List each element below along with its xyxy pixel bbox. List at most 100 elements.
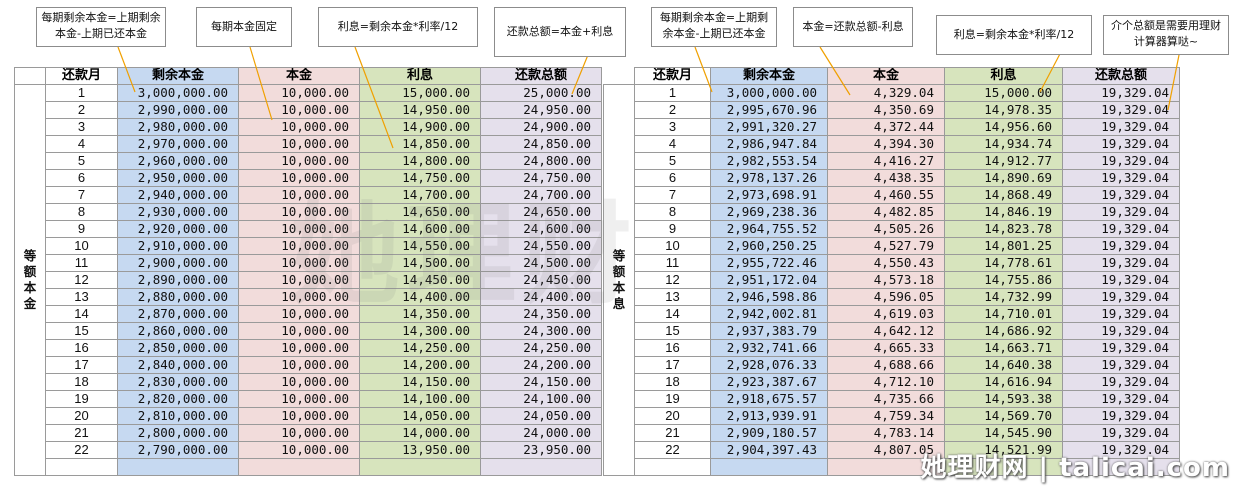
table-row: 16 2,850,000.00 10,000.00 14,250.00 24,250.0… — [15, 339, 602, 357]
cell-remaining: 2,960,250.25 — [710, 237, 828, 255]
cell-total: 24,650.00 — [480, 203, 602, 221]
table-row: 10 2,960,250.25 4,527.79 14,801.25 19,329.04 — [604, 237, 1180, 255]
cell-interest: 14,710.01 — [944, 305, 1063, 323]
cell-month: 14 — [634, 305, 711, 323]
cell-remaining: 2,820,000.00 — [117, 390, 239, 408]
cell-remaining: 3,000,000.00 — [710, 84, 828, 102]
cell-total: 19,329.04 — [1062, 322, 1180, 340]
table-row-partial — [604, 458, 1180, 476]
cell-remaining: 2,918,675.57 — [710, 390, 828, 408]
cell-interest: 15,000.00 — [944, 84, 1063, 102]
cell-principal: 4,783.14 — [827, 424, 945, 442]
cell-total: 19,329.04 — [1062, 84, 1180, 102]
note-fixed-principal: 每期本金固定 — [196, 7, 292, 47]
table-row: 22 2,790,000.00 10,000.00 13,950.00 23,950.0… — [15, 441, 602, 459]
table-row: 12 2,951,172.04 4,573.18 14,755.86 19,329.04 — [604, 271, 1180, 289]
cell-remaining: 3,000,000.00 — [117, 84, 239, 102]
cell-empty — [117, 458, 239, 476]
cell-total: 24,350.00 — [480, 305, 602, 323]
cell-interest: 14,663.71 — [944, 339, 1063, 357]
table-row: 8 2,969,238.36 4,482.85 14,846.19 19,329.04 — [604, 203, 1180, 221]
cell-remaining: 2,913,939.91 — [710, 407, 828, 425]
blank-header — [603, 67, 635, 85]
cell-total: 24,200.00 — [480, 356, 602, 374]
cell-remaining: 2,946,598.86 — [710, 288, 828, 306]
cell-month: 11 — [45, 254, 118, 272]
cell-month: 16 — [45, 339, 118, 357]
cell-interest: 15,000.00 — [359, 84, 481, 102]
cell-principal: 10,000.00 — [238, 373, 360, 391]
cell-interest: 14,616.94 — [944, 373, 1063, 391]
cell-principal: 10,000.00 — [238, 152, 360, 170]
cell-total: 19,329.04 — [1062, 356, 1180, 374]
header-month: 还款月 — [45, 67, 118, 85]
cell-empty — [238, 458, 360, 476]
background-watermark: 她理财 — [290, 191, 638, 319]
cell-total: 19,329.04 — [1062, 390, 1180, 408]
cell-month: 15 — [634, 322, 711, 340]
header-total: 还款总额 — [1062, 67, 1180, 85]
header-principal: 本金 — [827, 67, 945, 85]
table-row: 3 2,980,000.00 10,000.00 14,900.00 24,900.00 — [15, 118, 602, 136]
cell-principal: 4,735.66 — [827, 390, 945, 408]
cell-principal: 4,416.27 — [827, 152, 945, 170]
cell-month: 14 — [45, 305, 118, 323]
cell-interest: 14,950.00 — [359, 101, 481, 119]
cell-remaining: 2,850,000.00 — [117, 339, 239, 357]
table-row: 18 2,923,387.67 4,712.10 14,616.94 19,329.04 — [604, 373, 1180, 391]
cell-remaining: 2,986,947.84 — [710, 135, 828, 153]
cell-month: 13 — [634, 288, 711, 306]
cell-month: 3 — [634, 118, 711, 136]
cell-remaining: 2,960,000.00 — [117, 152, 239, 170]
cell-month: 16 — [634, 339, 711, 357]
cell-principal: 4,665.33 — [827, 339, 945, 357]
cell-remaining: 2,790,000.00 — [117, 441, 239, 459]
cell-remaining: 2,937,383.79 — [710, 322, 828, 340]
cell-interest: 14,978.35 — [944, 101, 1063, 119]
cell-principal: 4,329.04 — [827, 84, 945, 102]
table-row: 等额本金 1 3,000,000.00 10,000.00 15,000.00 25,00… — [14, 84, 602, 476]
table-row: 等额本息 1 3,000,000.00 4,329.04 15,000.00 19,329… — [603, 84, 1180, 476]
cell-month: 10 — [45, 237, 118, 255]
cell-remaining: 2,995,670.96 — [710, 101, 828, 119]
cell-empty — [710, 458, 828, 476]
cell-remaining: 2,890,000.00 — [117, 271, 239, 289]
table-row: 13 2,880,000.00 10,000.00 14,400.00 24,400.0… — [15, 288, 602, 306]
cell-total: 19,329.04 — [1062, 424, 1180, 442]
cell-total: 19,329.04 — [1062, 407, 1180, 425]
cell-total: 19,329.04 — [1062, 152, 1180, 170]
table-row: 4 2,986,947.84 4,394.30 14,934.74 19,329.04 — [604, 135, 1180, 153]
cell-month: 19 — [45, 390, 118, 408]
cell-interest: 14,823.78 — [944, 220, 1063, 238]
table-row: 3 2,991,320.27 4,372.44 14,956.60 19,329.04 — [604, 118, 1180, 136]
header-principal: 本金 — [238, 67, 360, 85]
cell-total: 24,250.00 — [480, 339, 602, 357]
cell-remaining: 2,942,002.81 — [710, 305, 828, 323]
cell-total: 24,400.00 — [480, 288, 602, 306]
cell-principal: 10,000.00 — [238, 220, 360, 238]
cell-interest: 14,100.00 — [359, 390, 481, 408]
cell-remaining: 2,909,180.57 — [710, 424, 828, 442]
blank-header — [14, 67, 46, 85]
table-row: 19 2,820,000.00 10,000.00 14,100.00 24,100.0… — [15, 390, 602, 408]
cell-month: 1 — [634, 84, 711, 102]
table-row: 12 2,890,000.00 10,000.00 14,450.00 24,450.0… — [15, 271, 602, 289]
table-row: 5 2,982,553.54 4,416.27 14,912.77 19,329.04 — [604, 152, 1180, 170]
cell-remaining: 2,810,000.00 — [117, 407, 239, 425]
cell-principal: 10,000.00 — [238, 203, 360, 221]
cell-interest: 14,450.00 — [359, 271, 481, 289]
cell-principal: 10,000.00 — [238, 322, 360, 340]
cell-interest: 14,050.00 — [359, 407, 481, 425]
table-row: 13 2,946,598.86 4,596.05 14,732.99 19,329.04 — [604, 288, 1180, 306]
cell-total: 19,329.04 — [1062, 118, 1180, 136]
cell-principal: 4,642.12 — [827, 322, 945, 340]
cell-remaining: 2,928,076.33 — [710, 356, 828, 374]
cell-principal: 4,394.30 — [827, 135, 945, 153]
note-remaining-right: 每期剩余本金=上期剩余本金-上期已还本金 — [651, 7, 777, 47]
cell-principal: 4,807.05 — [827, 441, 945, 459]
cell-total: 19,329.04 — [1062, 203, 1180, 221]
cell-month: 17 — [45, 356, 118, 374]
cell-total: 19,329.04 — [1062, 305, 1180, 323]
right-table-body: 等额本息 1 3,000,000.00 4,329.04 15,000.00 19,329… — [603, 84, 1180, 476]
note-interest-right: 利息=剩余本金*利率/12 — [936, 15, 1092, 55]
